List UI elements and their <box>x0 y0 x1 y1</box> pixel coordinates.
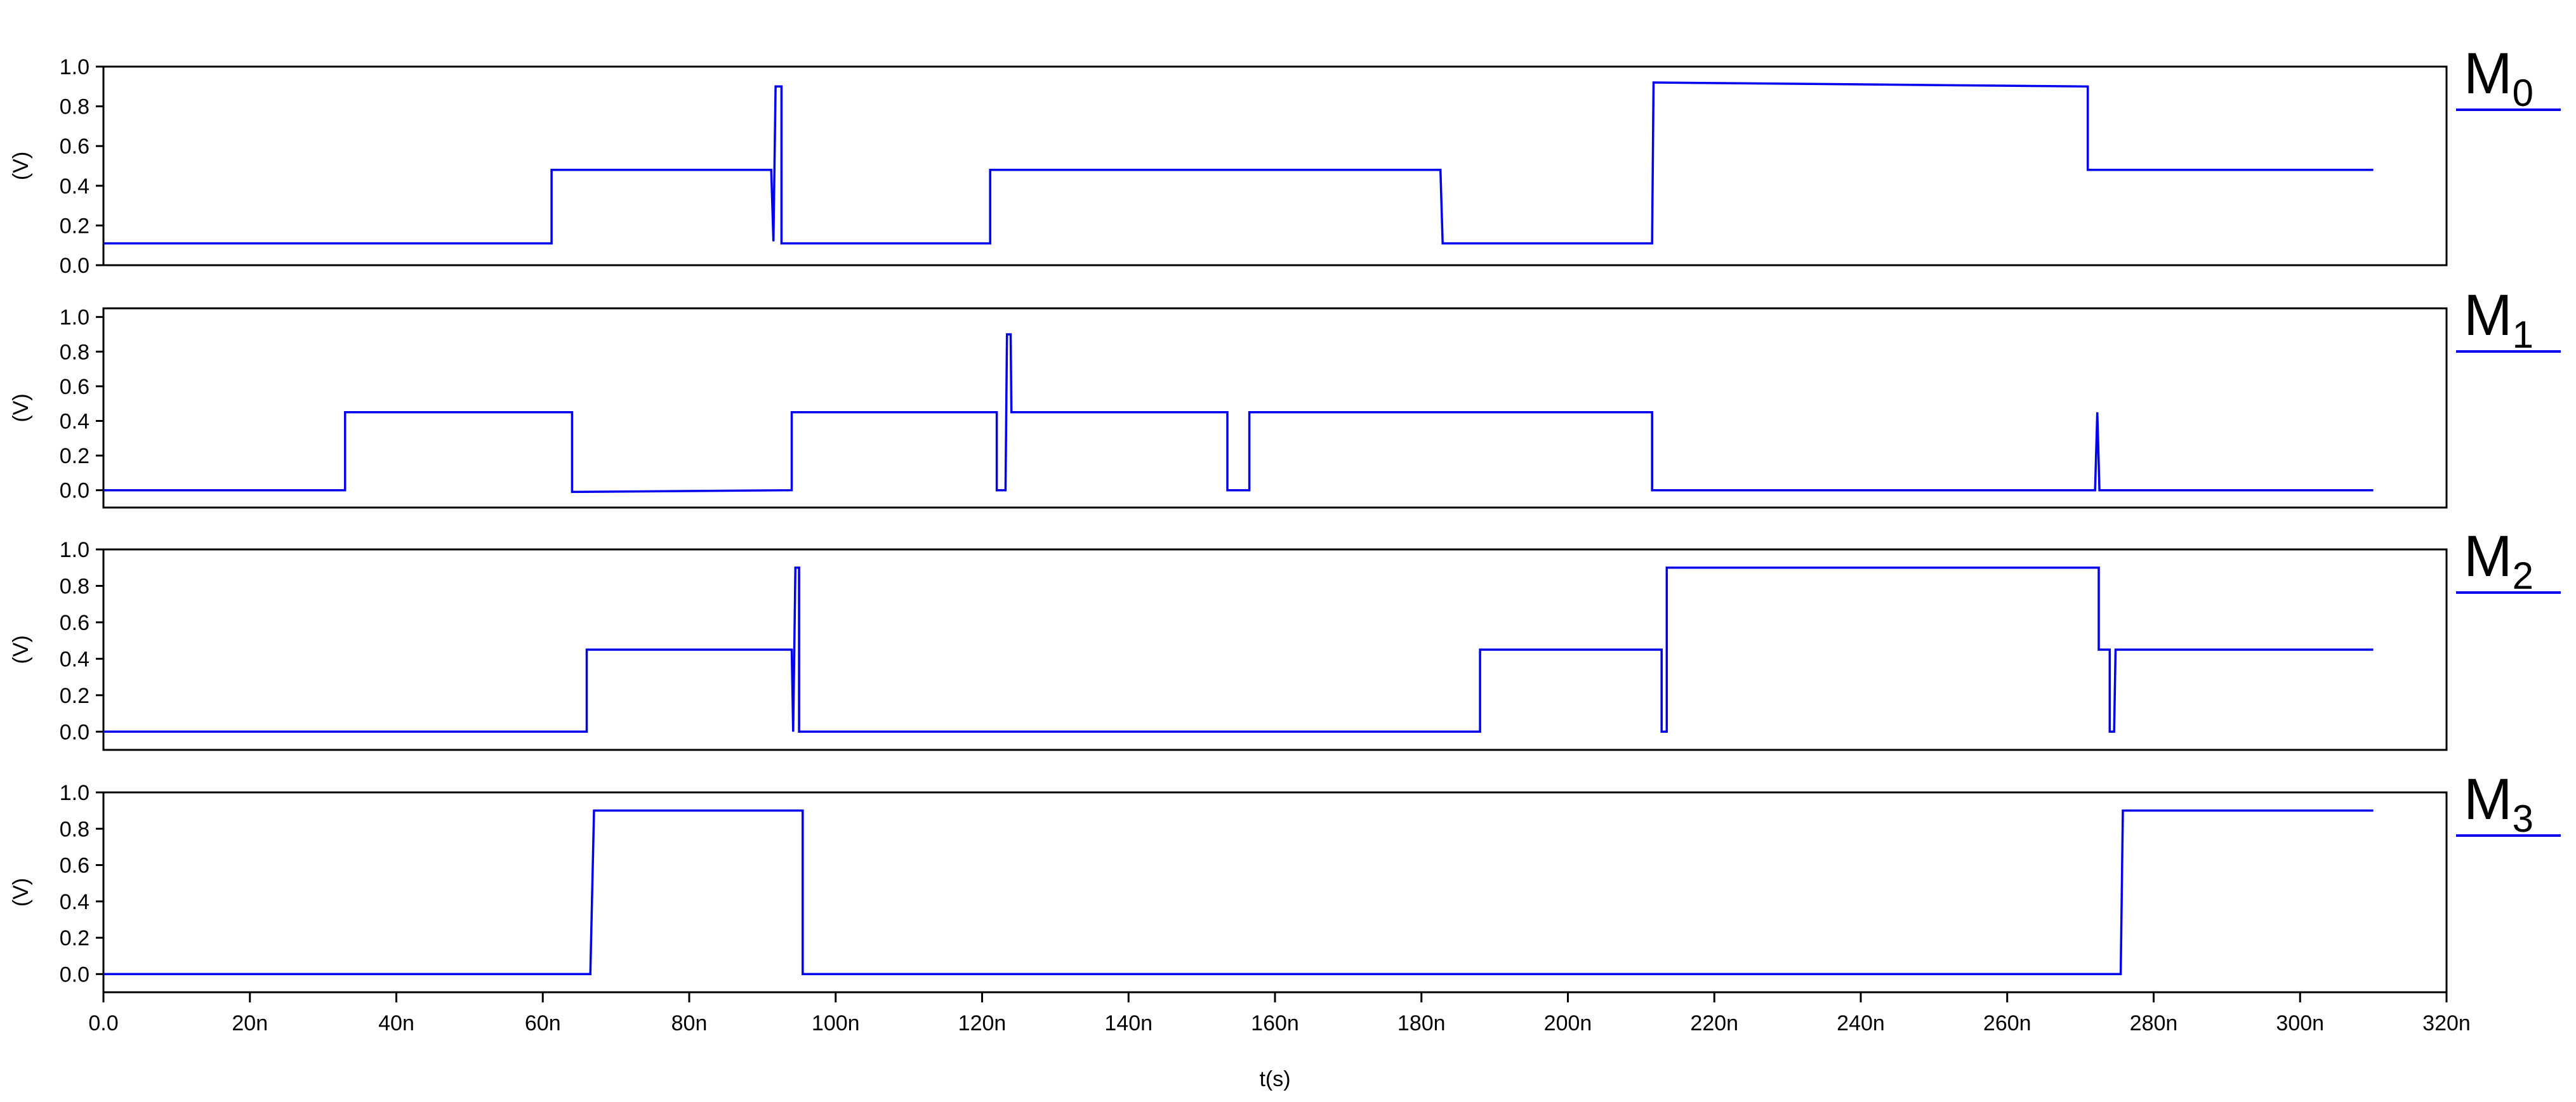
y-tick-label: 0.0 <box>60 479 89 503</box>
legend-label-m2: M2 <box>2464 524 2533 597</box>
y-tick-label: 1.0 <box>60 781 89 805</box>
y-tick-label: 0.8 <box>60 574 89 598</box>
x-tick-label: 280n <box>2130 1011 2178 1035</box>
y-axis-title: (V) <box>9 152 33 180</box>
panel-m3: 0.0 0.2 0.4 0.6 0.8 1.0 (V) M3 <box>9 767 2561 994</box>
x-tick-label: 20n <box>232 1011 268 1035</box>
x-tick-label: 200n <box>1544 1011 1592 1035</box>
y-tick-label: 0.6 <box>60 134 89 159</box>
x-tick-label: 260n <box>1983 1011 2031 1035</box>
x-tick-label: 140n <box>1104 1011 1153 1035</box>
plot-panels: 0.0 0.2 0.4 0.6 0.8 1.0 (V) M0 0.0 0.2 0.4 0.6 0.8 1.… <box>9 41 2561 994</box>
panel-m0: 0.0 0.2 0.4 0.6 0.8 1.0 (V) M0 <box>9 41 2561 278</box>
y-tick-label: 0.0 <box>60 720 89 744</box>
y-tick-label: 0.0 <box>60 962 89 987</box>
x-tick-label: 100n <box>812 1011 860 1035</box>
y-tick-label: 0.2 <box>60 444 89 468</box>
y-tick-label: 0.2 <box>60 926 89 950</box>
y-axis-title: (V) <box>9 635 33 664</box>
x-tick-label: 120n <box>958 1011 1007 1035</box>
x-tick-label: 320n <box>2422 1011 2471 1035</box>
y-axis-title: (V) <box>9 393 33 422</box>
x-tick-label: 220n <box>1690 1011 1738 1035</box>
y-tick-label: 0.4 <box>60 647 89 671</box>
plot-frame <box>102 307 2448 509</box>
y-tick-label: 0.4 <box>60 174 89 199</box>
plot-frame <box>102 548 2448 751</box>
y-tick-label: 0.2 <box>60 684 89 708</box>
y-tick-label: 0.2 <box>60 214 89 238</box>
y-tick-label: 0.4 <box>60 890 89 914</box>
x-tick-label: 240n <box>1837 1011 1885 1035</box>
panel-m2: 0.0 0.2 0.4 0.6 0.8 1.0 (V) M2 <box>9 524 2561 751</box>
y-tick-label: 0.6 <box>60 854 89 878</box>
y-axis-title: (V) <box>9 878 33 907</box>
series-m1-line <box>103 333 2374 494</box>
legend-label-m3: M3 <box>2464 767 2533 840</box>
x-tick-label: 160n <box>1251 1011 1299 1035</box>
y-tick-label: 1.0 <box>60 538 89 562</box>
y-tick-label: 0.6 <box>60 375 89 399</box>
x-tick-label: 300n <box>2276 1011 2324 1035</box>
x-tick-label: 40n <box>378 1011 414 1035</box>
series-m2-line <box>103 566 2374 733</box>
x-tick-label: 80n <box>671 1011 708 1035</box>
y-tick-label: 0.6 <box>60 611 89 635</box>
y-tick-label: 0.4 <box>60 409 89 433</box>
y-tick-label: 0.0 <box>60 254 89 278</box>
y-tick-label: 0.8 <box>60 340 89 364</box>
plot-frame <box>102 65 2448 266</box>
y-tick-label: 0.8 <box>60 95 89 119</box>
x-axis: 0.0 20n 40n 60n 80n 100n 120n 140n 160n 180n 200n 2… <box>88 992 2471 1035</box>
x-tick-label: 60n <box>525 1011 561 1035</box>
x-tick-label: 180n <box>1397 1011 1446 1035</box>
x-tick-label: 0.0 <box>88 1011 118 1035</box>
panel-m1: 0.0 0.2 0.4 0.6 0.8 1.0 (V) M1 <box>9 283 2561 509</box>
legend-label-m1: M1 <box>2464 283 2533 356</box>
series-m0-line <box>103 81 2374 245</box>
plot-frame <box>102 791 2448 994</box>
series-m3-line <box>103 809 2374 976</box>
y-tick-label: 1.0 <box>60 55 89 79</box>
x-axis-title: t(s) <box>1259 1067 1290 1091</box>
y-tick-label: 0.8 <box>60 817 89 841</box>
y-tick-label: 1.0 <box>60 306 89 330</box>
legend-label-m0: M0 <box>2464 41 2533 114</box>
